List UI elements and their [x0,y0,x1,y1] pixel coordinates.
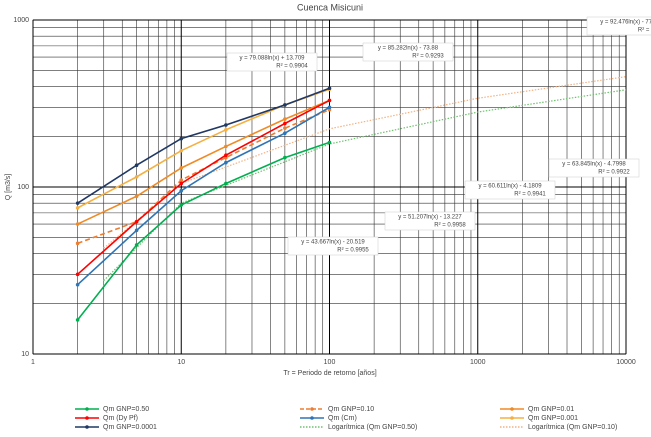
point [134,163,139,168]
point [327,98,332,103]
point [283,155,287,160]
y-axis-label: Q [m3/s] [5,174,12,201]
annotation-text: R² = 0.9941 [514,192,546,198]
legend-marker [510,416,514,420]
annotation-text: y = 43.667ln(x) - 20.519 [301,240,365,246]
annotation-text: y = 51.207ln(x) - 13.227 [398,215,462,221]
annotation-text: y = 63.845ln(x) - 4.7998 [562,162,626,168]
point [224,128,228,132]
legend-label: Qm GNP=0.001 [528,415,578,422]
point [134,219,139,224]
point [224,181,228,186]
point [134,175,139,179]
point [283,121,287,126]
series-line [77,106,330,286]
point [75,201,80,205]
annotation-box [226,52,318,72]
point [179,136,184,141]
point [327,105,332,110]
legend-marker [510,407,514,411]
series-line [77,99,330,225]
point [179,148,184,153]
legend-marker [310,416,314,420]
point [179,166,184,170]
annotation-text: R² = 0.9958 [434,223,466,229]
legend-label: Qm (Cm) [328,415,357,422]
annotation-text: y = 79.088ln(x) + 13.709 [239,56,305,62]
x-tick-label: 10000 [616,359,636,366]
legend-label: Qm (Dy Pf) [103,415,138,422]
y-tick-label: 100 [17,184,29,191]
point [134,228,139,233]
x-tick-label: 1 [31,359,35,366]
point [179,178,184,182]
point [327,86,332,91]
legend-marker [85,407,89,411]
legend-label: Qm GNP=0.01 [528,406,574,413]
annotation-text: y = 60.611ln(x) - 4.1809 [478,184,542,190]
legend-label: Qm GNP=0.10 [328,406,374,413]
annotation-box [287,236,379,256]
point [283,103,287,107]
point [224,160,228,165]
series-line [77,99,330,275]
chart-title: Cuenca Misicuni [297,2,363,12]
point [179,181,184,186]
point [75,206,80,210]
legend-marker [85,416,89,420]
y-tick-label: 10 [21,351,29,358]
annotation-text: R² = 0.932 [638,28,651,34]
annotation-text: R² = 0.9922 [598,170,630,176]
point [75,282,80,287]
point [327,140,332,145]
legend-marker [310,407,314,411]
point [224,144,228,149]
x-tick-label: 100 [324,359,336,366]
annotation-text: R² = 0.9293 [412,54,444,60]
legend-marker [85,425,89,429]
annotation-text: y = 85.282ln(x) - 73.88 [378,46,439,52]
point [283,131,287,135]
x-tick-label: 1000 [470,359,486,366]
point [224,123,228,127]
x-axis-label: Tr = Periodo de retorno [años] [283,370,376,377]
annotation-box [548,158,640,178]
point [179,203,184,207]
legend-label: Qm GNP=0.0001 [103,424,157,431]
y-tick-label: 1000 [13,17,29,24]
point [134,194,139,199]
point [75,318,80,322]
point [134,243,139,247]
point [75,222,80,226]
legend-label: Qm GNP=0.50 [103,406,149,413]
annotation-box [464,180,556,200]
point [179,188,184,193]
annotation-text: R² = 0.9904 [276,64,308,70]
annotation-text: R² = 0.9955 [337,248,369,254]
point [283,117,287,121]
series-line [76,141,330,321]
point [224,153,228,158]
x-tick-label: 10 [177,359,185,366]
series-line [77,87,330,204]
annotation-box [586,16,651,36]
point [75,272,80,277]
annotation-text: y = 92.476ln(x) - 77.333 [600,20,651,26]
annotation-box [384,211,476,231]
point [75,241,80,246]
legend-label: Logarítmica (Qm GNP=0.50) [328,424,417,431]
legend-label: Logarítmica (Qm GNP=0.10) [528,424,617,431]
point [283,126,287,130]
annotation-box [362,42,454,62]
